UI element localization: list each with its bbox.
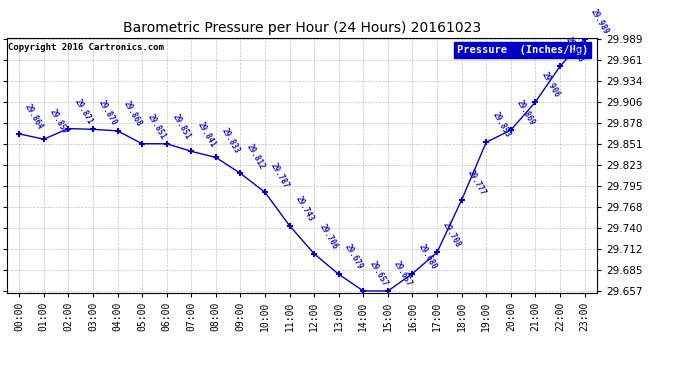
Text: 29.864: 29.864 [23,103,45,131]
Text: 29.743: 29.743 [294,194,315,223]
Text: 29.706: 29.706 [318,222,340,251]
Text: 29.853: 29.853 [491,111,512,140]
Text: 29.869: 29.869 [515,99,537,127]
Text: 29.989: 29.989 [589,8,611,36]
Text: 29.906: 29.906 [540,71,561,99]
Text: 29.870: 29.870 [97,98,119,126]
Text: 29.679: 29.679 [343,243,364,272]
Text: 29.657: 29.657 [368,260,389,288]
Text: 29.680: 29.680 [417,242,438,271]
Text: 29.708: 29.708 [441,221,463,249]
Text: 29.851: 29.851 [171,112,193,141]
Text: Pressure  (Inches/Hg): Pressure (Inches/Hg) [457,45,588,55]
Text: 29.841: 29.841 [195,120,217,148]
Text: 29.657: 29.657 [392,260,414,288]
Text: 29.851: 29.851 [146,112,168,141]
Text: 29.857: 29.857 [48,108,70,136]
Text: 29.812: 29.812 [244,142,266,171]
Text: 29.868: 29.868 [121,99,144,128]
Text: 29.833: 29.833 [220,126,242,154]
Text: Copyright 2016 Cartronics.com: Copyright 2016 Cartronics.com [8,43,164,52]
Title: Barometric Pressure per Hour (24 Hours) 20161023: Barometric Pressure per Hour (24 Hours) … [123,21,481,35]
Text: 29.953: 29.953 [564,35,586,63]
Text: 29.871: 29.871 [72,97,95,126]
Text: 29.777: 29.777 [466,169,488,197]
Text: 29.787: 29.787 [269,161,291,189]
